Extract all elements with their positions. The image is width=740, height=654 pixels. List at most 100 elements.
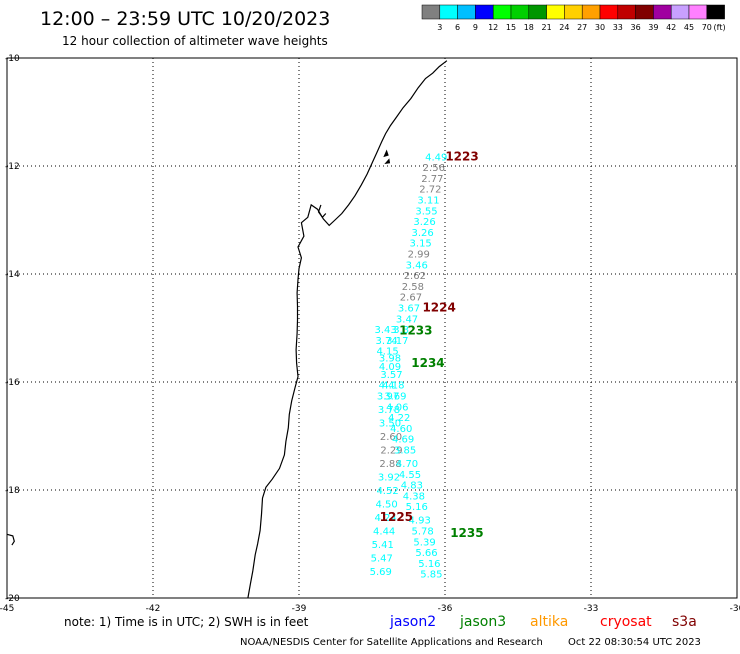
colorbar-swatch: [653, 4, 672, 20]
wave-height-label: 4.18: [382, 381, 404, 392]
colorbar-tick-label: 42: [666, 23, 676, 32]
wave-height-label: 5.69: [370, 567, 392, 578]
wave-height-label: 2.99: [408, 249, 430, 260]
map-gridlines: [7, 58, 737, 598]
colorbar-swatch: [688, 4, 708, 20]
wave-height-label: 4.60: [390, 424, 412, 435]
colorbar-legend: 3 6 9 12 15 18 21 24 27 30 33 36 39 42 45 70 (ft): [421, 4, 726, 32]
wave-height-label: 2.60: [380, 432, 402, 443]
wave-height-label: 3.11: [417, 195, 439, 206]
wave-height-label: 4.22: [388, 413, 410, 424]
pass-number-label: 1235: [450, 526, 483, 540]
page-subtitle: 12 hour collection of altimeter wave hei…: [62, 34, 328, 48]
x-tick-label: -39: [292, 604, 307, 614]
footer-credit: NOAA/NESDIS Center for Satellite Applica…: [240, 637, 543, 648]
wave-height-label: 4.55: [399, 470, 421, 481]
wave-height-label: 3.97: [377, 392, 399, 403]
coast-island: [384, 158, 391, 164]
colorbar-swatch: [670, 4, 690, 20]
wave-height-label: 3.26: [413, 217, 435, 228]
page-title: 12:00 – 23:59 UTC 10/20/2023: [40, 8, 330, 30]
wave-height-label: 3.17: [386, 336, 408, 347]
colorbar-unit: (ft): [714, 23, 726, 32]
colorbar-tick-label: 24: [559, 23, 569, 32]
colorbar-swatch: [546, 4, 565, 20]
wave-height-label: 2.62: [404, 271, 426, 282]
coast-island: [383, 149, 389, 158]
x-tick-label: -33: [584, 604, 599, 614]
wave-height-label: 4.69: [392, 435, 414, 446]
colorbar-swatch: [706, 4, 725, 20]
wave-height-label: 3.55: [415, 206, 437, 217]
wave-height-label: 4.24: [374, 513, 396, 524]
wave-height-label: 3.98: [379, 354, 401, 365]
wave-height-label: 3.3: [393, 325, 409, 336]
footer-note: note: 1) Time is in UTC; 2) SWH is in fe…: [64, 615, 309, 629]
colorbar-swatch: [564, 4, 583, 20]
wave-height-label: 3.47: [396, 314, 418, 325]
coastline: [6, 60, 448, 599]
wave-height-label: 5.39: [413, 537, 435, 548]
y-tick-label: -20: [5, 594, 20, 604]
y-axis-tick-labels: -10 -12 -14 -16 -18 -20: [5, 54, 20, 604]
coast-inlet: [317, 204, 327, 219]
pass-number-label: 1223: [445, 149, 478, 163]
colorbar-swatch: [421, 4, 441, 20]
colorbar-tick-label: 18: [524, 23, 534, 32]
colorbar-tick-label: 15: [506, 23, 516, 32]
wave-height-label: 3.15: [410, 239, 432, 250]
wave-height-label: 3.43: [374, 325, 396, 336]
x-tick-label: -45: [0, 604, 14, 614]
wave-height-label: 4.52: [376, 486, 398, 497]
wave-height-label: 3.85: [394, 446, 416, 457]
y-tick-label: -14: [5, 270, 20, 280]
y-tick-label: -12: [5, 162, 20, 172]
wave-height-label: 4.93: [409, 516, 431, 527]
x-axis-tick-labels: -45 -42 -39 -36 -33 -30: [0, 604, 740, 614]
colorbar-swatch: [439, 4, 458, 20]
wave-height-label: 3.78: [378, 405, 400, 416]
colorbar-tick-label: 9: [473, 23, 478, 32]
wave-height-label: 4.4: [379, 381, 395, 392]
coast-fragment: [6, 533, 15, 546]
y-tick-label: -16: [5, 378, 20, 388]
pass-number-label: 1234: [411, 356, 444, 370]
wave-height-label: 3.26: [411, 228, 433, 239]
wave-height-label: 3.50: [379, 419, 401, 430]
wave-height-label: 2.77: [421, 174, 443, 185]
colorbar-swatch: [599, 4, 619, 20]
wave-height-label: 4.44: [373, 527, 395, 538]
wave-height-label: 2.72: [419, 185, 441, 196]
wave-height-label: 5.16: [418, 559, 440, 570]
wave-height-label: 4.15: [376, 347, 398, 358]
wave-height-label: 4.83: [401, 481, 423, 492]
colorbar-tick-label: 36: [631, 23, 641, 32]
wave-height-label: 4.09: [379, 362, 401, 373]
colorbar-tick-label: 6: [455, 23, 460, 32]
x-tick-label: -42: [146, 604, 161, 614]
satellite-legend-item: jason3: [459, 614, 506, 630]
wave-height-label: 3.46: [406, 260, 428, 271]
pass-number-label: 1224: [422, 300, 455, 314]
wave-height-label: 3.69: [384, 392, 406, 403]
wave-height-label: 2.56: [423, 163, 445, 174]
x-tick-label: -30: [730, 604, 740, 614]
pass-number-labels: 1223 1224 1233 1234 1225 1235: [380, 149, 484, 540]
wave-height-label: 5.66: [415, 548, 437, 559]
wave-height-label: 2.29: [380, 446, 402, 457]
colorbar-swatch: [475, 4, 494, 20]
colorbar-tick-label: 3: [437, 23, 442, 32]
colorbar-swatch: [635, 4, 654, 20]
wave-height-label: 2.58: [402, 282, 424, 293]
wave-height-label: 3.74: [375, 336, 397, 347]
colorbar-tick-label: 27: [577, 23, 587, 32]
colorbar-tick-label: 33: [613, 23, 623, 32]
wave-height-label: 3.57: [380, 370, 402, 381]
pass-number-label: 1233: [399, 324, 432, 338]
wave-height-label: 3.67: [398, 303, 420, 314]
pass-number-label: 1225: [380, 510, 413, 524]
map-frame: [6, 57, 738, 599]
colorbar-tick-label: 12: [488, 23, 498, 32]
